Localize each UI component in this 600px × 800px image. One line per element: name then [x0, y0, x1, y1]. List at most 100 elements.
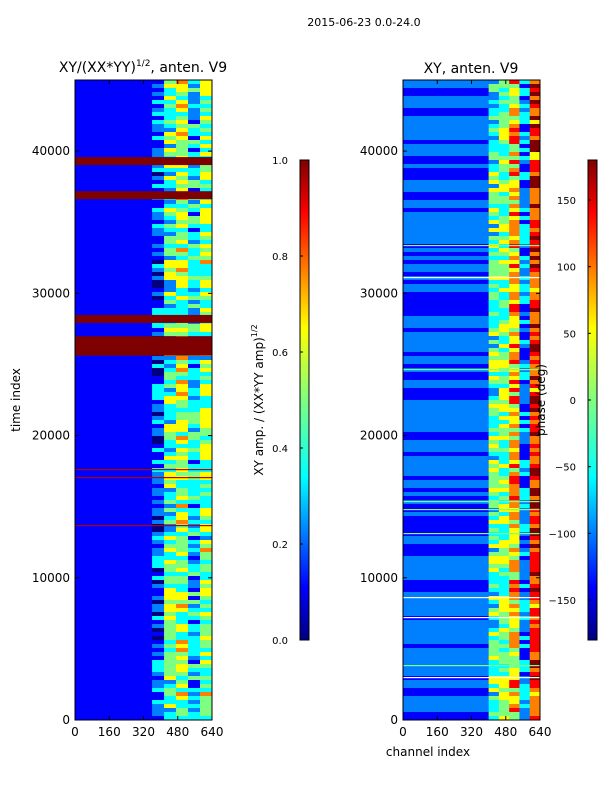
heatmap-cell — [152, 556, 165, 560]
heatmap-cell — [509, 460, 520, 464]
heatmap-cell — [509, 656, 520, 660]
heatmap-cell — [519, 272, 531, 276]
heatmap-cell — [164, 276, 177, 280]
heatmap-cell — [403, 80, 489, 84]
heatmap-cell — [529, 572, 540, 576]
heatmap-cell — [200, 248, 212, 252]
heatmap-cell — [519, 324, 531, 328]
heatmap-cell — [498, 132, 510, 136]
heatmap-cell — [498, 444, 510, 448]
heatmap-cell — [200, 676, 212, 680]
heatmap-cell — [176, 660, 189, 664]
heatmap-cell — [529, 212, 540, 216]
heatmap-cell — [488, 260, 500, 264]
heatmap-cell — [403, 408, 489, 412]
heatmap-cell — [176, 452, 189, 456]
heatmap-cell — [188, 220, 201, 224]
heatmap-cell — [164, 692, 177, 696]
heatmap-cell — [488, 280, 500, 284]
heatmap-cell — [200, 660, 212, 664]
heatmap-cell — [509, 256, 520, 260]
amplitude-title: XY/(XX*YY)1/2, anten. V9 — [59, 59, 227, 76]
heatmap-cell — [498, 376, 510, 380]
heatmap-cell — [188, 632, 201, 636]
heatmap-cell — [200, 444, 212, 448]
heatmap-cell — [164, 148, 177, 152]
heatmap-cell — [75, 244, 153, 248]
heatmap-cell — [509, 672, 520, 676]
heatmap-cell — [75, 532, 153, 536]
heatmap-cell — [519, 236, 531, 240]
heatmap-cell — [176, 508, 189, 512]
heatmap-cell — [519, 696, 531, 700]
heatmap-cell — [509, 652, 520, 656]
heatmap-cell — [75, 284, 153, 288]
heatmap-cell — [509, 564, 520, 568]
heatmap-cell — [75, 128, 153, 132]
heatmap-cell — [509, 352, 520, 356]
heatmap-cell — [498, 712, 510, 716]
heatmap-cell — [176, 684, 189, 688]
heatmap-cell — [509, 304, 520, 308]
heatmap-cell — [509, 552, 520, 556]
heatmap-cell — [200, 108, 212, 112]
heatmap-cell — [152, 376, 165, 380]
heatmap-cell — [188, 132, 201, 136]
heatmap-cell — [403, 372, 489, 376]
heatmap-cell — [164, 684, 177, 688]
heatmap-cell — [152, 688, 165, 692]
heatmap-cell — [176, 120, 189, 124]
heatmap-cell — [509, 100, 520, 104]
heatmap-cell — [509, 404, 520, 408]
heatmap-cell — [509, 220, 520, 224]
heatmap-cell — [188, 308, 201, 312]
heatmap-cell — [176, 124, 189, 128]
heatmap-cell — [509, 372, 520, 376]
heatmap-cell — [519, 652, 531, 656]
heatmap-cell — [188, 556, 201, 560]
heatmap-cell — [519, 208, 531, 212]
heatmap-cell — [519, 512, 531, 516]
heatmap-cell — [188, 152, 201, 156]
heatmap-cell — [188, 424, 201, 428]
heatmap-cell — [164, 100, 177, 104]
heatmap-cell — [488, 312, 500, 316]
heatmap-cell — [488, 300, 500, 304]
heatmap-cell — [519, 636, 531, 640]
heatmap-cell — [152, 164, 165, 168]
heatmap-cell — [498, 640, 510, 644]
heatmap-cell — [403, 668, 489, 672]
heatmap-cell — [488, 328, 500, 332]
heatmap-cell — [488, 124, 500, 128]
heatmap-cell — [529, 292, 540, 296]
heatmap-cell — [519, 152, 531, 156]
heatmap-cell — [529, 232, 540, 236]
heatmap-cell — [200, 696, 212, 700]
heatmap-cell — [152, 680, 165, 684]
heatmap-cell — [164, 688, 177, 692]
heatmap-cell — [509, 484, 520, 488]
heatmap-cell — [176, 556, 189, 560]
heatmap-cell — [75, 112, 153, 116]
heatmap-cell — [509, 704, 520, 708]
heatmap-cell — [498, 372, 510, 376]
heatmap-cell — [75, 628, 153, 632]
heatmap-cell — [509, 88, 520, 92]
heatmap-cell — [403, 360, 489, 364]
heatmap-cell — [75, 432, 153, 436]
heatmap-cell — [75, 272, 153, 276]
heatmap-cell — [529, 688, 540, 692]
heatmap-cell — [529, 180, 540, 184]
heatmap-cell — [519, 380, 531, 384]
heatmap-cell — [519, 704, 531, 708]
heatmap-cell — [176, 536, 189, 540]
heatmap-cell — [164, 216, 177, 220]
heatmap-cell — [519, 632, 531, 636]
heatmap-cell — [509, 308, 520, 312]
heatmap-cell — [75, 600, 153, 604]
heatmap-cell — [164, 592, 177, 596]
heatmap-cell — [519, 564, 531, 568]
heatmap-cell — [403, 92, 489, 96]
heatmap-cell — [188, 268, 201, 272]
heatmap-cell — [176, 552, 189, 556]
